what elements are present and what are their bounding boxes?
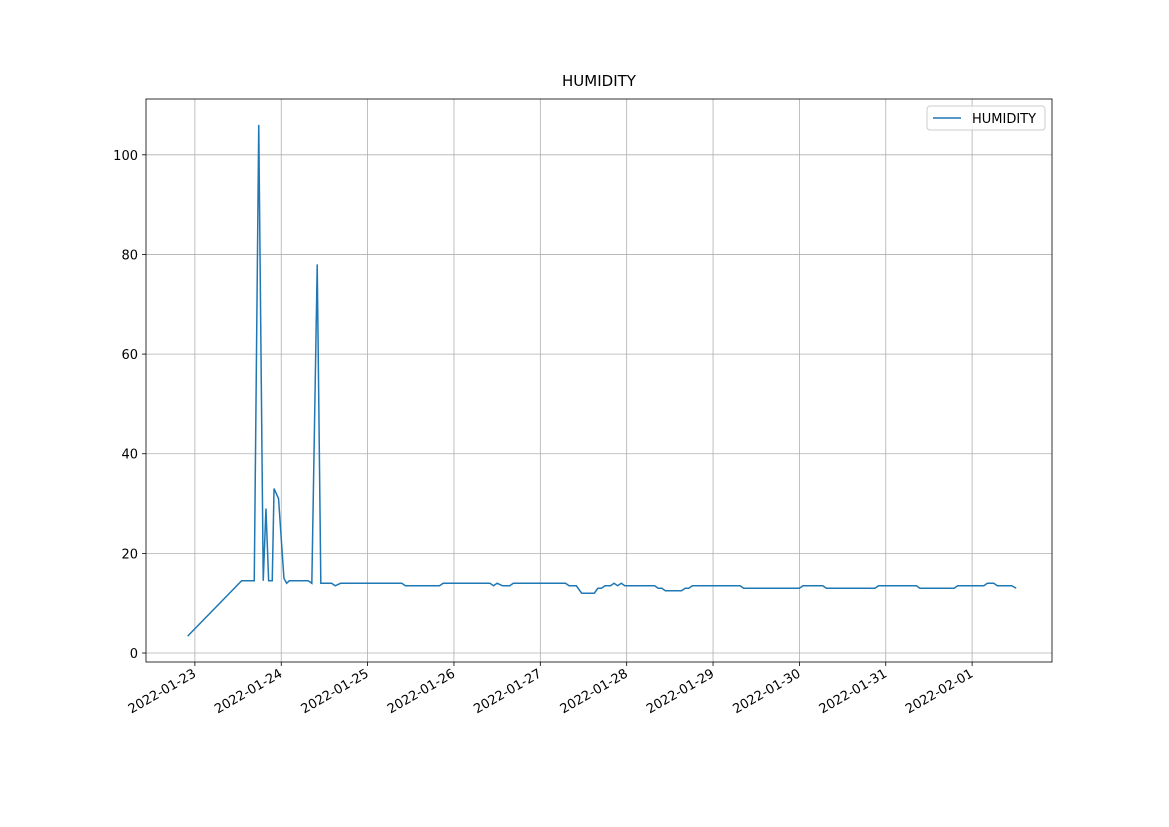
legend: HUMIDITY <box>926 105 1046 131</box>
y-tick-label: 60 <box>121 348 138 363</box>
legend-box <box>926 105 1046 131</box>
x-tick-label: 2022-01-30 <box>730 666 803 717</box>
x-tick-label: 2022-01-26 <box>385 666 458 717</box>
data-line <box>187 124 1017 637</box>
x-tick-label: 2022-01-25 <box>299 666 372 717</box>
x-tick-label: 2022-01-24 <box>212 666 285 717</box>
y-tick-label: 40 <box>121 448 138 463</box>
y-tick-label: 0 <box>130 647 138 662</box>
x-tick-label: 2022-01-23 <box>126 666 199 717</box>
y-tick-label: 20 <box>121 547 138 562</box>
x-tick-label: 2022-01-27 <box>471 666 544 717</box>
y-tick-label: 80 <box>121 248 138 263</box>
x-tick-label: 2022-01-28 <box>558 666 631 717</box>
plot-frame <box>145 98 1053 663</box>
y-tick-label: 100 <box>113 149 138 164</box>
x-tick-label: 2022-02-01 <box>903 666 976 717</box>
legend-label: HUMIDITY <box>972 112 1036 127</box>
x-tick-label: 2022-01-31 <box>817 666 890 717</box>
x-tick-label: 2022-01-29 <box>644 666 717 717</box>
chart-title: HUMIDITY <box>562 72 637 90</box>
